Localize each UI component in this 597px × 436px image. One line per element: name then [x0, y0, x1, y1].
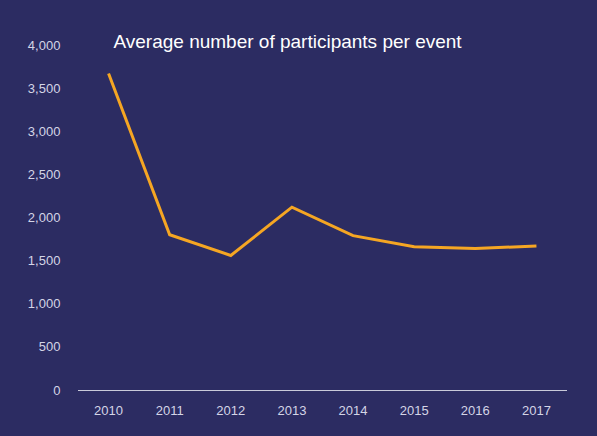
svg-text:2010: 2010	[94, 403, 123, 418]
svg-text:2013: 2013	[277, 403, 306, 418]
svg-text:2016: 2016	[461, 403, 490, 418]
svg-text:2012: 2012	[216, 403, 245, 418]
svg-text:2,000: 2,000	[28, 210, 61, 225]
svg-text:0: 0	[53, 383, 60, 398]
svg-text:2015: 2015	[400, 403, 429, 418]
svg-text:1,500: 1,500	[28, 253, 61, 268]
svg-text:2,500: 2,500	[28, 167, 61, 182]
svg-text:Average number of participants: Average number of participants per event	[113, 31, 462, 52]
svg-text:2017: 2017	[522, 403, 551, 418]
svg-text:2011: 2011	[156, 403, 184, 418]
svg-text:1,000: 1,000	[28, 296, 61, 311]
svg-text:3,000: 3,000	[28, 124, 61, 139]
svg-text:3,500: 3,500	[28, 81, 61, 96]
svg-text:4,000: 4,000	[28, 38, 61, 53]
svg-text:500: 500	[39, 339, 61, 354]
svg-text:2014: 2014	[339, 403, 368, 418]
